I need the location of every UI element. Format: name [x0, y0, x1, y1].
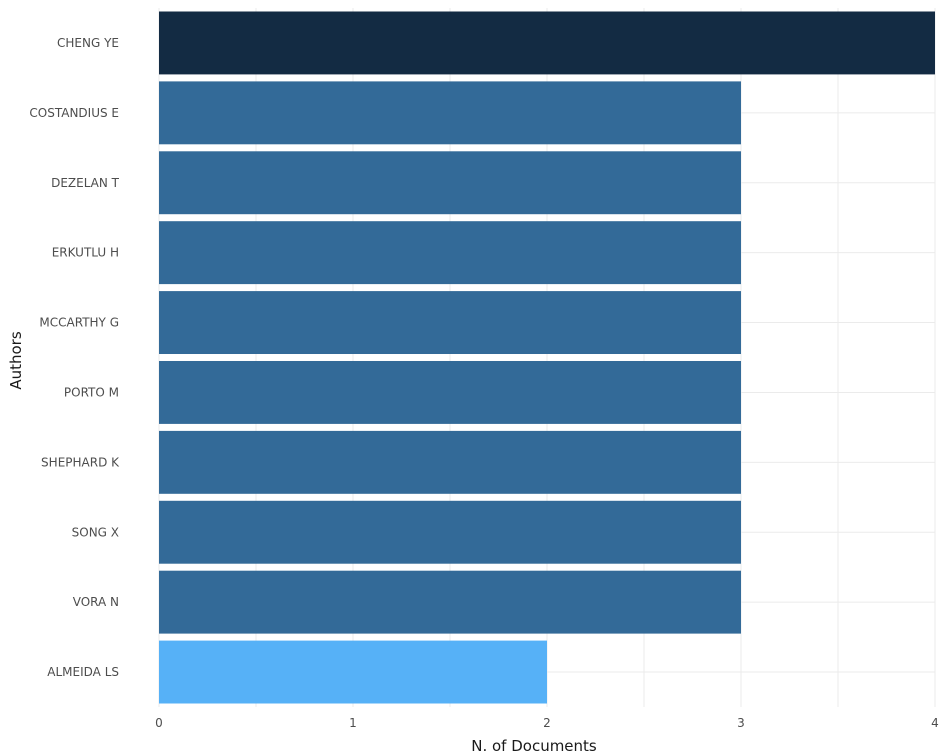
y-tick-label: MCCARTHY G	[39, 316, 119, 330]
x-axis-ticks: 0 1 2 3 4	[155, 716, 939, 730]
bar	[159, 11, 935, 75]
x-axis-title: N. of Documents	[471, 737, 597, 755]
y-tick-label: DEZELAN T	[51, 176, 120, 190]
y-tick-label: ERKUTLU H	[52, 246, 119, 260]
y-tick-label: SHEPHARD K	[41, 455, 120, 469]
x-tick-label: 3	[737, 716, 745, 730]
bar	[159, 221, 741, 285]
y-tick-label: CHENG YE	[57, 36, 119, 50]
x-tick-label: 1	[349, 716, 357, 730]
y-tick-label: COSTANDIUS E	[29, 106, 119, 120]
y-tick-label: VORA N	[73, 595, 119, 609]
bar	[159, 291, 741, 355]
bar-layer	[159, 11, 935, 704]
x-tick-label: 4	[931, 716, 939, 730]
bar	[159, 640, 547, 704]
x-tick-label: 0	[155, 716, 163, 730]
y-axis-ticks: CHENG YE COSTANDIUS E DEZELAN T ERKUTLU H MC…	[29, 36, 120, 679]
bar	[159, 151, 741, 215]
bar	[159, 360, 741, 424]
x-tick-label: 2	[543, 716, 551, 730]
bar	[159, 81, 741, 145]
y-tick-label: PORTO M	[64, 385, 119, 399]
y-axis-title: Authors	[7, 331, 25, 390]
y-tick-label: SONG X	[72, 525, 119, 539]
bar	[159, 570, 741, 634]
bar	[159, 430, 741, 494]
y-tick-label: ALMEIDA LS	[47, 665, 119, 679]
bar	[159, 500, 741, 564]
